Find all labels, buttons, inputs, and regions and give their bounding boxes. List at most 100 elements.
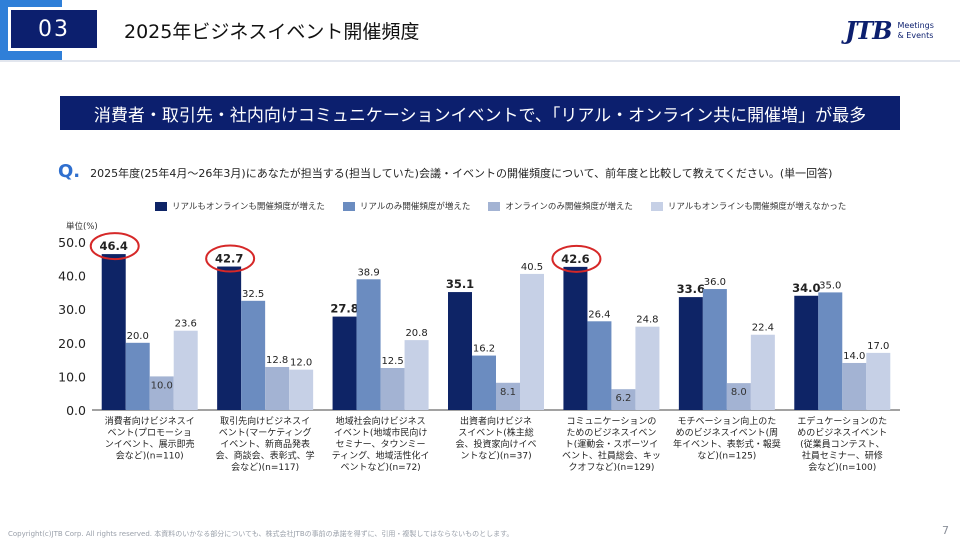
legend-item: リアルもオンラインも開催頻度が増えなかった xyxy=(650,200,846,212)
data-label: 27.8 xyxy=(330,302,358,316)
data-label: 17.0 xyxy=(867,341,889,352)
bar xyxy=(611,389,636,410)
header-divider xyxy=(0,60,960,62)
data-label: 26.4 xyxy=(588,309,610,320)
data-label: 42.6 xyxy=(561,252,589,266)
data-label: 32.5 xyxy=(242,289,264,300)
legend-item: リアルのみ開催頻度が増えた xyxy=(342,200,471,212)
headline-banner: 消費者・取引先・社内向けコミュニケーションイベントで、「リアル・オンライン共に開… xyxy=(60,96,900,130)
bar xyxy=(678,297,703,410)
bar xyxy=(726,383,751,410)
survey-question: Q. 2025年度(25年4月～26年3月)にあなたが担当する(担当していた)会… xyxy=(58,161,832,182)
data-label: 8.1 xyxy=(500,387,516,398)
legend-swatch xyxy=(488,201,501,211)
category-label-line: ト(運動会・スポーツイ xyxy=(565,438,658,450)
category-label-line: めのビジネスイベント(周 xyxy=(676,428,779,439)
category-label-line: ベント、社員総会、キッ xyxy=(562,450,661,462)
category-label-line: セミナー、タウンミー xyxy=(336,439,426,450)
category-label-line: めのビジネスイベント xyxy=(797,428,887,439)
bar xyxy=(587,321,612,410)
category-label-line: 出資者向けビジネ xyxy=(460,415,532,427)
bar xyxy=(472,355,496,410)
highlight-circle xyxy=(89,232,140,261)
page-title: 2025年ビジネスイベント開催頻度 xyxy=(124,21,420,43)
logo-subtitle: Meetings & Events xyxy=(898,21,934,41)
data-label: 35.1 xyxy=(446,277,474,291)
data-label: 20.0 xyxy=(127,331,149,342)
bar xyxy=(380,368,405,410)
category-label-line: 社員セミナー、研修 xyxy=(802,450,883,462)
y-unit-label: 単位(%) xyxy=(66,222,98,232)
jtb-logo: JTB Meetings & Events xyxy=(845,16,934,45)
data-label: 40.5 xyxy=(521,262,543,273)
category-label-line: 年イベント、表彰式・報奨 xyxy=(673,438,781,450)
category-label-line: (従業員コンテスト、 xyxy=(800,438,884,450)
legend-swatch xyxy=(155,201,167,211)
bar xyxy=(332,316,357,410)
category-label-line: ティング、地域活性化イ xyxy=(332,450,430,462)
data-label: 24.8 xyxy=(636,315,658,326)
bar xyxy=(794,295,819,410)
section-number-badge: 03 xyxy=(8,7,100,51)
bar xyxy=(101,254,126,410)
bar xyxy=(496,382,520,410)
question-mark: Q. xyxy=(58,161,81,182)
category-label-line: ベントなど)(n=72) xyxy=(340,462,420,473)
y-tick-label: 30.0 xyxy=(58,302,86,317)
bar xyxy=(635,326,660,410)
data-label: 10.0 xyxy=(151,380,173,391)
category-label-line: ベント(マーケティング xyxy=(219,427,312,439)
category-label-line: ベント(プロモーショ xyxy=(108,428,192,439)
bar xyxy=(448,292,472,410)
category-label-line: エデュケーションのた xyxy=(797,415,887,427)
logo-sub-line2: & Events xyxy=(897,30,934,40)
highlight-circle xyxy=(205,244,256,273)
bar xyxy=(241,300,266,410)
category-label-line: コミュニケーションの xyxy=(567,416,657,427)
data-label: 12.5 xyxy=(381,356,403,367)
page-number: 7 xyxy=(942,524,949,537)
bar xyxy=(289,369,314,410)
legend-label: リアルもオンラインも開催頻度が増えた xyxy=(172,202,325,212)
category-label-line: 会など)(n=100) xyxy=(808,461,876,473)
data-label: 8.0 xyxy=(731,387,747,398)
question-text: 2025年度(25年4月～26年3月)にあなたが担当する(担当していた)会議・イ… xyxy=(90,167,833,180)
data-label: 35.0 xyxy=(819,280,841,291)
category-label-line: イベント、新商品発表 xyxy=(220,438,310,450)
bar xyxy=(866,352,891,410)
category-label-line: イベント(地域市民向け xyxy=(334,427,428,439)
category-label-line: 地域社会向けビジネス xyxy=(336,415,426,427)
data-label: 6.2 xyxy=(615,393,631,404)
category-label-line: クオフなど)(n=129) xyxy=(568,462,654,473)
data-label: 16.2 xyxy=(473,344,495,355)
category-label-line: 会、投資家向けイベ xyxy=(455,438,536,450)
legend-label: オンラインのみ開催頻度が増えた xyxy=(505,202,633,212)
legend-item: リアルもオンラインも開催頻度が増えた xyxy=(155,200,325,212)
bar xyxy=(520,273,544,410)
category-label-line: ンイベント、展示即売 xyxy=(105,438,195,450)
bar xyxy=(404,340,429,410)
copyright-footer: Copyright(c)JTB Corp. All rights reserve… xyxy=(8,530,514,538)
bar xyxy=(842,362,867,410)
category-label-line: 取引先向けビジネスイ xyxy=(220,415,310,427)
highlight-circle xyxy=(551,244,602,273)
category-label-line: ためのビジネスイベン xyxy=(566,428,656,439)
y-tick-label: 10.0 xyxy=(58,369,86,384)
bar xyxy=(356,279,381,410)
y-tick-label: 50.0 xyxy=(58,235,86,250)
category-label-line: ントなど)(n=37) xyxy=(460,451,531,462)
bar xyxy=(818,292,843,410)
category-label-line: 会など)(n=110) xyxy=(116,450,184,462)
logo-sub-line1: Meetings xyxy=(897,20,934,30)
y-tick-label: 40.0 xyxy=(58,269,86,284)
category-label-line: モチベーション向上のた xyxy=(677,415,776,427)
chart-legend: リアルもオンラインも開催頻度が増えた リアルのみ開催頻度が増えた オンラインのみ… xyxy=(155,200,846,212)
y-tick-label: 0.0 xyxy=(66,403,86,418)
category-label-line: スイベント(株主総 xyxy=(458,427,534,439)
data-label: 38.9 xyxy=(357,267,379,278)
y-tick-label: 20.0 xyxy=(58,336,86,351)
bar xyxy=(265,366,290,410)
data-label: 22.4 xyxy=(752,323,774,334)
legend-label: リアルのみ開催頻度が増えた xyxy=(359,202,471,212)
